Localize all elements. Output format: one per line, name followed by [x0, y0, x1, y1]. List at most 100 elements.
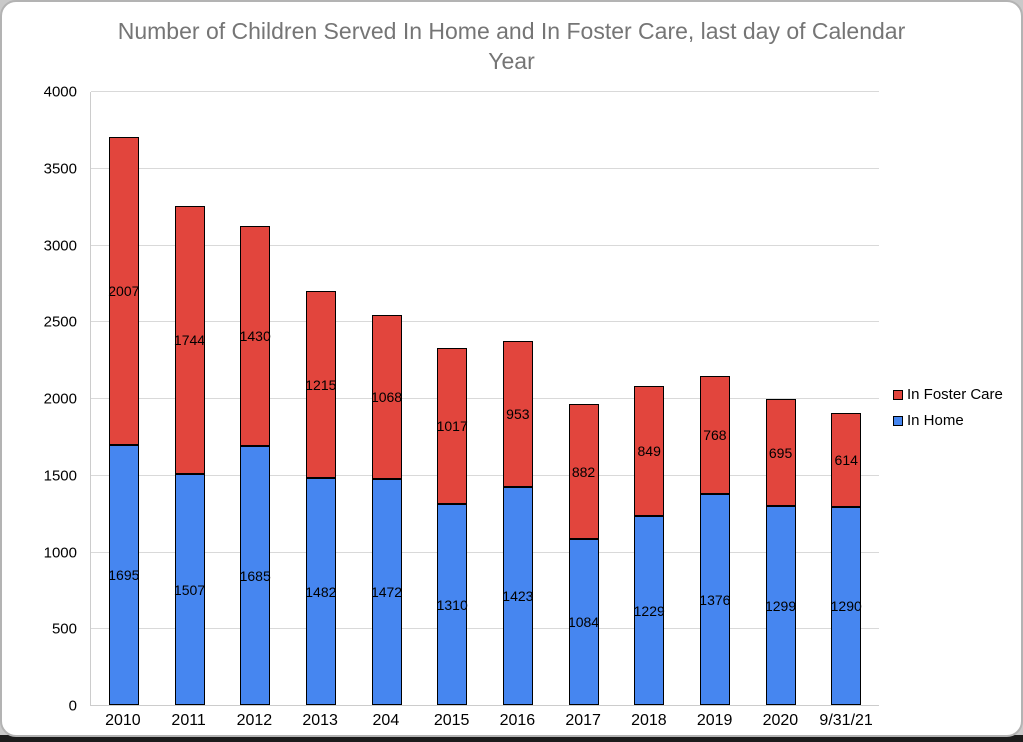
y-tick-label: 4000: [43, 83, 77, 101]
bar-segment-in-foster-care-204[interactable]: 1068: [370, 315, 403, 479]
bar-segment-in-foster-care-2016[interactable]: 953: [502, 341, 533, 487]
bar-segment-in-home-2019[interactable]: 1376: [699, 494, 731, 705]
bar-segment-in-home-2013[interactable]: 1482: [305, 478, 337, 705]
bar-2013: 1215 1482: [305, 291, 337, 705]
bar-slot-2020: 695 1299: [748, 92, 814, 705]
bar-value-label: 2007: [108, 283, 140, 299]
gridline: [91, 321, 879, 323]
x-tick-label-2011: 2011: [171, 712, 206, 729]
bar-segment-in-foster-care-2017[interactable]: 882: [568, 404, 599, 539]
bar-slot-2015: 1017 1310: [419, 92, 485, 705]
y-tick-label: 2500: [43, 313, 77, 331]
bar-slot-204: 1068 1472: [354, 92, 420, 705]
bar-value-label: 1430: [239, 328, 271, 344]
legend-item-in-home[interactable]: In Home: [893, 412, 1003, 429]
bar-slot-9-31-21: 614 1290: [813, 92, 879, 705]
bar-2016: 953 1423: [502, 341, 534, 705]
bars-container: 2007 1695 1744 1507 1430 1685 1215 1482 1068 1472…: [91, 92, 879, 705]
bar-value-label: 1017: [436, 418, 468, 434]
bar-value-label: 1423: [502, 588, 534, 604]
x-tick-label-2013: 2013: [302, 712, 338, 729]
gridline: [91, 474, 879, 476]
bar-2011: 1744 1507: [173, 206, 206, 705]
bar-segment-in-foster-care-2019[interactable]: 768: [699, 376, 730, 494]
window-bottom-edge: [0, 735, 1023, 742]
bar-slot-2011: 1744 1507: [157, 92, 223, 705]
bar-slot-2018: 849 1229: [616, 92, 682, 705]
bar-value-label: 1507: [173, 581, 206, 598]
legend-label: In Foster Care: [907, 386, 1003, 403]
x-tick-label-2017: 2017: [565, 712, 601, 729]
bar-2015: 1017 1310: [436, 348, 468, 705]
bar-segment-in-home-2020[interactable]: 1299: [764, 506, 797, 705]
bar-value-label: 1290: [830, 598, 862, 614]
bar-value-label: 1482: [305, 583, 337, 600]
bar-value-label: 1310: [436, 596, 468, 613]
bar-segment-in-home-2010[interactable]: 1695: [108, 445, 139, 705]
bar-value-label: 1068: [370, 389, 403, 405]
bar-value-label: 882: [571, 463, 596, 480]
bar-slot-2017: 882 1084: [551, 92, 617, 705]
bar-value-label: 849: [637, 443, 661, 459]
bar-segment-in-foster-care-2011[interactable]: 1744: [173, 206, 206, 474]
x-tick-label-2018: 2018: [631, 712, 667, 729]
gridline: [91, 91, 879, 92]
y-tick-label: 500: [51, 620, 77, 638]
legend: In Foster Care In Home: [893, 386, 1003, 429]
bar-segment-in-foster-care-2018[interactable]: 849: [634, 386, 665, 516]
legend-item-in-foster-care[interactable]: In Foster Care: [893, 386, 1003, 403]
bar-segment-in-home-2012[interactable]: 1685: [239, 446, 271, 705]
gridline: [91, 167, 879, 169]
plot-area: 2007 1695 1744 1507 1430 1685 1215 1482 1068 1472…: [90, 91, 879, 706]
x-tick-label-2016: 2016: [499, 712, 536, 729]
bar-slot-2019: 768 1376: [682, 92, 748, 705]
x-tick-label-2010: 2010: [105, 712, 141, 729]
bar-value-label: 1685: [239, 567, 271, 584]
bar-segment-in-foster-care-2012[interactable]: 1430: [239, 226, 271, 446]
chart-title: Number of Children Served In Home and In…: [117, 18, 906, 74]
bar-204: 1068 1472: [370, 315, 403, 705]
bar-value-label: 1472: [370, 584, 403, 600]
gridline: [91, 628, 879, 630]
bar-segment-in-home-2015[interactable]: 1310: [436, 504, 468, 705]
bar-2010: 2007 1695: [108, 137, 140, 705]
y-tick-label: 2000: [43, 390, 77, 408]
bar-segment-in-foster-care-2013[interactable]: 1215: [305, 291, 337, 478]
bar-value-label: 1229: [633, 602, 665, 619]
bar-value-label: 695: [768, 444, 793, 461]
legend-label: In Home: [907, 412, 964, 429]
bar-segment-in-foster-care-2010[interactable]: 2007: [108, 137, 140, 445]
bar-slot-2013: 1215 1482: [288, 92, 354, 705]
bar-value-label: 614: [834, 452, 858, 468]
bar-segment-in-foster-care-2020[interactable]: 695: [765, 399, 796, 506]
bar-2020: 695 1299: [764, 399, 797, 705]
bar-segment-in-home-2016[interactable]: 1423: [502, 487, 534, 705]
bar-segment-in-home-204[interactable]: 1472: [370, 479, 403, 705]
bar-value-label: 1376: [699, 591, 731, 608]
bar-slot-2016: 953 1423: [485, 92, 551, 705]
x-tick-label-2019: 2019: [696, 712, 733, 729]
bar-segment-in-home-2018[interactable]: 1229: [633, 516, 665, 705]
bar-value-label: 1744: [173, 332, 206, 348]
x-tick-label-2012: 2012: [236, 712, 273, 729]
bar-segment-in-foster-care-9-31-21[interactable]: 614: [831, 413, 862, 507]
x-tick-label-9-31-21: 9/31/21: [819, 712, 873, 729]
bar-value-label: 1215: [305, 376, 337, 393]
bar-segment-in-home-2017[interactable]: 1084: [567, 539, 600, 705]
bar-segment-in-home-2011[interactable]: 1507: [173, 474, 206, 705]
bar-value-label: 1084: [567, 614, 600, 630]
legend-swatch-icon: [893, 415, 903, 426]
y-tick-label: 3500: [43, 160, 77, 178]
x-tick-label-2020: 2020: [762, 712, 799, 729]
bar-2012: 1430 1685: [239, 226, 271, 705]
bar-2018: 849 1229: [633, 386, 665, 705]
bar-value-label: 1299: [764, 597, 797, 614]
bar-2017: 882 1084: [567, 404, 600, 705]
y-tick-label: 0: [68, 697, 77, 715]
bar-segment-in-home-9-31-21[interactable]: 1290: [830, 507, 862, 705]
bar-segment-in-foster-care-2015[interactable]: 1017: [436, 348, 468, 504]
bar-slot-2010: 2007 1695: [91, 92, 157, 705]
gridline: [91, 244, 879, 246]
